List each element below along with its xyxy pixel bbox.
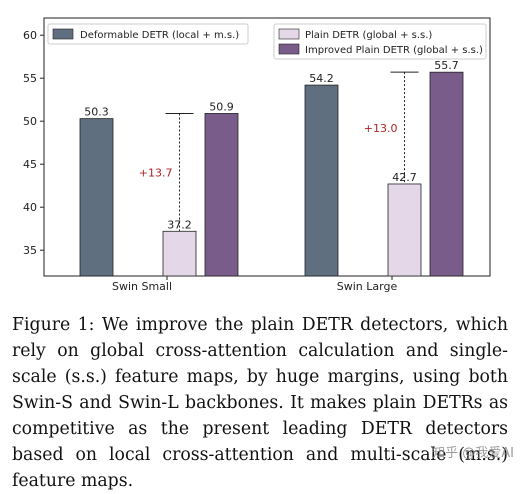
bar-value-label: 50.3 bbox=[84, 106, 109, 119]
improvement-label: +13.0 bbox=[364, 122, 398, 135]
legend-right-box bbox=[273, 23, 487, 60]
bar-value-label: 50.9 bbox=[209, 100, 234, 113]
improvement-annotations: +13.7 +13.0 bbox=[139, 71, 419, 232]
bar-series1-1 bbox=[387, 183, 422, 277]
x-tick-label: Swin Large bbox=[337, 280, 398, 293]
improvement-label: +13.7 bbox=[139, 166, 173, 179]
bar-series2-1 bbox=[429, 71, 464, 277]
legend-swatch-deformable bbox=[52, 28, 74, 40]
bar-value-label: 37.2 bbox=[167, 218, 192, 231]
bar-series0-0 bbox=[79, 118, 114, 277]
x-tick-label: Swin Small bbox=[112, 280, 172, 293]
legend-label-plain: Plain DETR (global + s.s.) bbox=[305, 30, 432, 41]
y-tick-label: 50 bbox=[23, 115, 37, 128]
y-tick-label: 55 bbox=[23, 72, 37, 85]
bar-value-label: 55.7 bbox=[434, 59, 459, 72]
figure-caption: Figure 1: We improve the plain DETR dete… bbox=[12, 315, 508, 491]
legend-swatch-plain bbox=[278, 28, 300, 40]
legend-swatch-improved bbox=[278, 43, 300, 55]
bar-chart: 35 40 45 50 55 60 Swin Small Swin Large 50.3 54… bbox=[23, 17, 491, 293]
legend-left-box bbox=[47, 23, 249, 45]
y-axis: 35 40 45 50 55 60 bbox=[23, 29, 44, 257]
legend-label-deformable: Deformable DETR (local + m.s.) bbox=[80, 30, 239, 41]
legend-left: Deformable DETR (local + m.s.) bbox=[47, 23, 249, 45]
legend-label-improved: Improved Plain DETR (global + s.s.) bbox=[305, 45, 483, 56]
watermark: 知乎 @我爱AI bbox=[432, 446, 514, 461]
bars-group: 50.354.237.242.750.955.7 bbox=[79, 59, 464, 277]
x-axis: Swin Small Swin Large bbox=[112, 276, 397, 293]
bar-value-label: 54.2 bbox=[309, 72, 334, 85]
bar-series0-1 bbox=[304, 84, 339, 277]
bar-series2-0 bbox=[204, 113, 239, 277]
y-tick-label: 35 bbox=[23, 244, 37, 257]
bar-series1-0 bbox=[162, 230, 197, 277]
y-tick-label: 40 bbox=[23, 201, 37, 214]
y-tick-label: 60 bbox=[23, 29, 37, 42]
y-tick-label: 45 bbox=[23, 158, 37, 171]
legend-right: Plain DETR (global + s.s.) Improved Plai… bbox=[273, 23, 487, 60]
